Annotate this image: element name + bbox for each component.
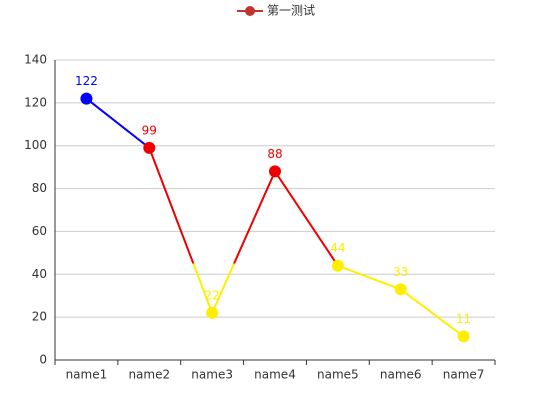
data-label: 22: [205, 288, 220, 302]
y-tick-label: 100: [24, 138, 47, 152]
y-tick-label: 20: [32, 310, 47, 324]
x-tick-label: name2: [128, 368, 170, 382]
data-label: 11: [456, 312, 471, 326]
point: [394, 283, 407, 296]
legend-label: 第一测试: [267, 3, 315, 18]
data-label: 33: [393, 265, 408, 279]
x-tick-label: name6: [380, 368, 422, 382]
y-tick-label: 140: [24, 53, 47, 67]
y-tick-label: 120: [24, 95, 47, 109]
x-tick-label: name5: [317, 368, 359, 382]
x-tick-label: name7: [443, 368, 485, 382]
legend-marker: [245, 6, 255, 16]
point: [143, 141, 156, 154]
point: [80, 92, 93, 105]
x-tick-label: name1: [66, 368, 108, 382]
data-label: 122: [75, 74, 98, 88]
y-tick-label: 80: [32, 181, 47, 195]
y-tick-label: 40: [32, 267, 47, 281]
point: [269, 165, 281, 178]
x-tick-label: name4: [254, 368, 296, 382]
point: [206, 306, 219, 319]
data-label: 99: [142, 123, 157, 137]
point: [331, 259, 344, 272]
data-label: 88: [267, 147, 282, 161]
x-tick-label: name3: [191, 368, 233, 382]
y-tick-label: 60: [32, 224, 47, 238]
point: [457, 330, 470, 343]
data-label: 44: [330, 241, 345, 255]
y-tick-label: 0: [39, 353, 47, 367]
